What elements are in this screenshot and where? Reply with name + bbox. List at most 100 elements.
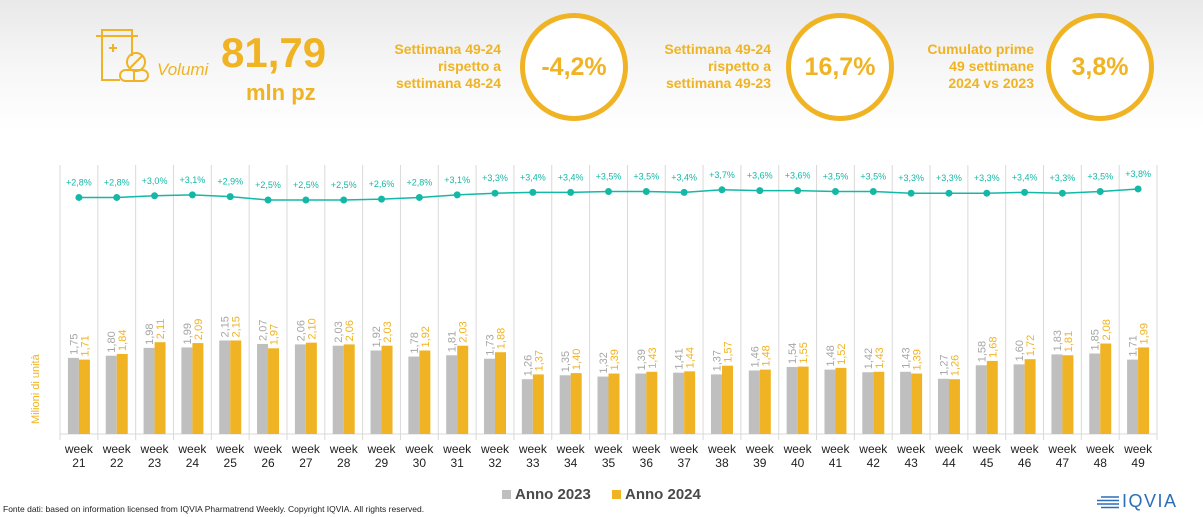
growth-label: +3,1% bbox=[180, 175, 206, 185]
x-tick-label-week: week bbox=[329, 442, 359, 456]
x-tick-label-week: week bbox=[215, 442, 245, 456]
x-tick-label-number: 26 bbox=[261, 456, 275, 470]
x-tick-label-week: week bbox=[367, 442, 397, 456]
bar-label-2024: 2,03 bbox=[458, 321, 470, 342]
x-tick-label-week: week bbox=[1010, 442, 1040, 456]
x-tick-label-week: week bbox=[593, 442, 623, 456]
bar-2024 bbox=[419, 350, 431, 434]
iqvia-logo: IQVIA bbox=[1097, 491, 1178, 512]
x-tick-label-number: 45 bbox=[980, 456, 994, 470]
bar-2023 bbox=[370, 350, 382, 434]
growth-point bbox=[491, 189, 499, 197]
growth-point bbox=[264, 196, 272, 204]
bar-label-2023: 1,78 bbox=[409, 332, 421, 353]
x-tick-label-number: 23 bbox=[148, 456, 162, 470]
x-tick-label-week: week bbox=[442, 442, 472, 456]
x-tick-label-week: week bbox=[707, 442, 737, 456]
weekly-volume-chart: 1,75 1,71 1,80 1,84 1,98 2,11 1,99 2,09 2,15 2,15… bbox=[59, 165, 1158, 470]
growth-point bbox=[567, 188, 575, 196]
x-tick-label-number: 32 bbox=[488, 456, 502, 470]
bar-label-2023: 1,32 bbox=[598, 352, 610, 373]
bar-label-2024: 2,15 bbox=[231, 316, 243, 337]
bar-label-2023: 2,06 bbox=[295, 320, 307, 341]
growth-label: +3,3% bbox=[1050, 173, 1076, 183]
growth-point bbox=[1058, 189, 1066, 197]
bar-2023 bbox=[219, 340, 231, 434]
comparison-yoy-circle: 16,7% bbox=[786, 13, 894, 121]
bar-label-2023: 1,81 bbox=[447, 331, 459, 352]
bar-label-2023: 1,71 bbox=[1128, 335, 1140, 356]
x-tick-label-week: week bbox=[102, 442, 132, 456]
growth-label: +3,5% bbox=[860, 172, 886, 182]
bar-label-2023: 1,73 bbox=[485, 334, 497, 355]
bar-label-2023: 1,42 bbox=[863, 348, 875, 369]
x-tick-label-number: 29 bbox=[375, 456, 389, 470]
legend-label-2023: Anno 2023 bbox=[515, 486, 591, 503]
x-tick-label-number: 31 bbox=[451, 456, 465, 470]
bar-2024 bbox=[608, 373, 620, 434]
bar-2024 bbox=[116, 353, 128, 434]
growth-label: +3,5% bbox=[633, 172, 659, 182]
growth-point bbox=[983, 189, 991, 197]
growth-point bbox=[869, 188, 877, 195]
bar-2024 bbox=[154, 342, 166, 434]
bar-2024 bbox=[835, 367, 847, 434]
x-tick-label-week: week bbox=[253, 442, 283, 456]
legend-swatch-2023 bbox=[502, 490, 511, 499]
bar-label-2023: 1,41 bbox=[674, 348, 686, 369]
bar-label-2024: 1,71 bbox=[79, 335, 91, 356]
growth-point bbox=[794, 187, 802, 195]
x-tick-label-number: 28 bbox=[337, 456, 351, 470]
growth-label: +3,4% bbox=[671, 172, 697, 182]
bar-2024 bbox=[570, 373, 582, 434]
growth-label: +2,8% bbox=[66, 177, 92, 187]
x-tick-label-week: week bbox=[404, 442, 434, 456]
growth-point bbox=[113, 193, 121, 201]
growth-point bbox=[226, 193, 234, 201]
bar-label-2023: 2,15 bbox=[220, 316, 232, 337]
bar-label-2023: 1,35 bbox=[560, 351, 572, 372]
growth-label: +3,0% bbox=[142, 176, 168, 186]
x-tick-label-number: 44 bbox=[942, 456, 956, 470]
growth-label: +2,6% bbox=[369, 179, 395, 189]
comparison-weekly-circle: -4,2% bbox=[520, 13, 628, 121]
comparison-weekly-label: Settimana 49-24 rispetto a settimana 48-… bbox=[394, 41, 501, 91]
growth-label: +3,6% bbox=[747, 171, 773, 181]
comparison-cumulative-value: 3,8% bbox=[1071, 52, 1129, 81]
x-tick-label-week: week bbox=[1085, 442, 1115, 456]
bar-label-2024: 1,88 bbox=[496, 328, 508, 349]
x-tick-label-week: week bbox=[177, 442, 207, 456]
bar-label-2023: 2,07 bbox=[258, 320, 270, 341]
bar-2023 bbox=[521, 379, 533, 434]
bar-2023 bbox=[484, 358, 496, 434]
bar-2024 bbox=[1138, 347, 1150, 434]
growth-label: +3,4% bbox=[1012, 172, 1038, 182]
x-tick-label-number: 38 bbox=[715, 456, 729, 470]
x-tick-label-week: week bbox=[64, 442, 94, 456]
kpi-value: 81,79 bbox=[221, 29, 327, 76]
bar-2023 bbox=[67, 357, 79, 434]
growth-label: +3,5% bbox=[1087, 172, 1113, 182]
bar-label-2024: 1,81 bbox=[1063, 331, 1075, 352]
iqvia-logo-text: IQVIA bbox=[1122, 491, 1178, 511]
bar-2023 bbox=[673, 372, 685, 434]
bar-label-2023: 1,27 bbox=[938, 354, 950, 375]
y-axis-label: Milioni di unità bbox=[30, 354, 42, 424]
x-tick-label-number: 24 bbox=[186, 456, 200, 470]
bar-2024 bbox=[911, 373, 923, 434]
x-tick-label-number: 47 bbox=[1056, 456, 1070, 470]
bar-label-2024: 1,68 bbox=[987, 336, 999, 357]
growth-label: +3,3% bbox=[898, 173, 924, 183]
bar-2023 bbox=[937, 378, 949, 434]
bar-label-2024: 1,39 bbox=[609, 349, 621, 370]
bar-label-2024: 1,40 bbox=[571, 349, 583, 370]
bar-label-2023: 1,48 bbox=[825, 345, 837, 366]
x-tick-label-number: 34 bbox=[564, 456, 578, 470]
growth-label: +3,3% bbox=[936, 173, 962, 183]
bar-label-2024: 1,97 bbox=[269, 324, 281, 345]
bar-label-2024: 1,84 bbox=[117, 330, 129, 351]
bar-2024 bbox=[305, 342, 317, 434]
bar-label-2024: 2,10 bbox=[306, 318, 318, 339]
bar-2024 bbox=[873, 371, 885, 434]
bar-label-2023: 1,54 bbox=[787, 343, 799, 364]
